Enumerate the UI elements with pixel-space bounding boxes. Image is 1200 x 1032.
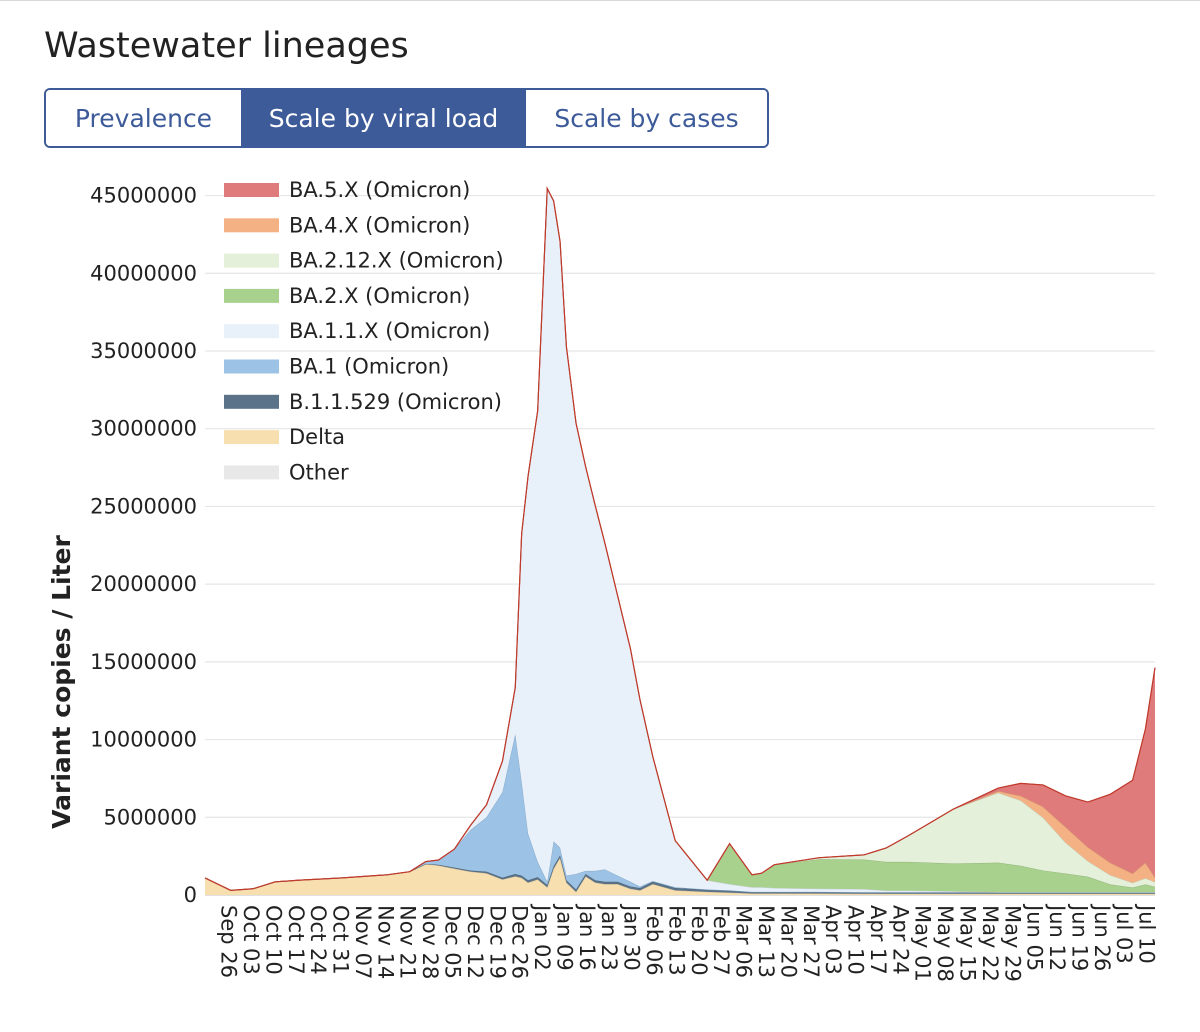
- x-tick-label: Jun 05: [1023, 903, 1047, 971]
- x-tick-label: Dec 19: [485, 905, 509, 979]
- x-tick-label: Jul 10: [1135, 903, 1159, 964]
- x-tick-label: Nov 07: [351, 905, 375, 979]
- x-tick-label: Jan 02: [530, 903, 554, 971]
- x-tick-label: Apr 24: [888, 905, 912, 975]
- y-tick-label: 15000000: [90, 650, 197, 674]
- x-tick-label: Oct 17: [284, 905, 308, 975]
- x-tick-label: Jan 09: [552, 903, 576, 971]
- x-tick-label: Sep 26: [217, 905, 241, 978]
- y-tick-label: 45000000: [90, 184, 197, 208]
- legend-label-ba-4-x-omicron: BA.4.X (Omicron): [289, 213, 470, 237]
- tab-scale-by-cases[interactable]: Scale by cases: [524, 90, 767, 146]
- x-tick-label: Apr 03: [821, 905, 845, 975]
- x-tick-label: Nov 21: [396, 905, 420, 979]
- x-tick-label: Dec 05: [441, 905, 465, 979]
- x-tick-label: Nov 14: [373, 905, 397, 979]
- total-outline: [204, 186, 1156, 891]
- x-tick-label: Feb 20: [687, 905, 711, 976]
- x-tick-label: Nov 28: [418, 905, 442, 979]
- legend-swatch-delta: [224, 430, 279, 445]
- legend-label-b-1-1-529-omicron: B.1.1.529 (Omicron): [289, 390, 502, 414]
- x-tick-label: Dec 26: [508, 905, 532, 979]
- x-tick-label: Mar 20: [776, 905, 800, 978]
- x-tick-label: May 29: [1000, 905, 1024, 982]
- x-tick-label: Apr 17: [866, 905, 890, 975]
- legend-label-ba-5-x-omicron: BA.5.X (Omicron): [289, 178, 470, 202]
- y-tick-label: 20000000: [90, 572, 197, 596]
- x-tick-label: Mar 13: [754, 905, 778, 978]
- legend-label-other: Other: [289, 460, 349, 484]
- x-tick-label: Oct 10: [261, 905, 285, 975]
- x-tick-label: Feb 06: [642, 905, 666, 976]
- x-tick-label: Oct 03: [239, 905, 263, 975]
- y-tick-label: 10000000: [90, 728, 197, 752]
- legend-swatch-ba-1-omicron: [224, 359, 279, 374]
- x-tick-label: Oct 24: [306, 905, 330, 975]
- x-tick-label: May 22: [978, 905, 1002, 982]
- tab-prevalence[interactable]: Prevalence: [46, 90, 241, 146]
- x-tick-label: Feb 13: [664, 905, 688, 976]
- top-divider: [0, 0, 1200, 1]
- series-area-ba-5-x-omicron: [205, 188, 1155, 891]
- x-tick-label: Jul 03: [1112, 903, 1136, 964]
- x-tick-label: Apr 10: [844, 905, 868, 975]
- legend-label-ba-2-12-x-omicron: BA.2.12.X (Omicron): [289, 249, 504, 273]
- legend-swatch-ba-2-x-omicron: [224, 288, 279, 303]
- x-tick-label: Jan 30: [620, 903, 644, 971]
- grid-lines: [205, 194, 1155, 896]
- y-axis-title: Variant copies / Liter: [47, 535, 76, 829]
- y-tick-label: 35000000: [90, 339, 197, 363]
- y-tick-label: 30000000: [90, 417, 197, 441]
- legend-swatch-other: [224, 465, 279, 480]
- x-tick-label: May 15: [955, 905, 979, 982]
- legend-swatch-b-1-1-529-omicron: [224, 394, 279, 409]
- x-tick-label: Jun 12: [1045, 903, 1069, 971]
- legend-swatch-ba-1-1-x-omicron: [224, 324, 279, 339]
- x-tick-label: May 01: [911, 905, 935, 982]
- legend-swatch-ba-4-x-omicron: [224, 218, 279, 233]
- legend: BA.5.X (Omicron) BA.4.X (Omicron) BA.2.12.…: [224, 178, 504, 484]
- x-tick-label: Mar 27: [799, 905, 823, 978]
- x-tick-label: Mar 06: [732, 905, 756, 978]
- y-axis: 0 5000000 10000000 15000000 20000000 25000000…: [90, 184, 197, 907]
- x-tick-label: Dec 12: [463, 905, 487, 979]
- y-tick-label: 0: [184, 883, 197, 907]
- x-tick-label: Jan 23: [597, 903, 621, 971]
- y-tick-label: 5000000: [103, 805, 197, 829]
- x-tick-label: Jan 16: [575, 903, 599, 971]
- view-mode-toggle: Prevalence Scale by viral load Scale by …: [44, 88, 769, 148]
- y-tick-label: 40000000: [90, 261, 197, 285]
- series-area-delta: [205, 857, 1155, 895]
- stacked-area-chart: 0 5000000 10000000 15000000 20000000 25000000…: [47, 178, 1159, 982]
- y-tick-label: 25000000: [90, 494, 197, 518]
- tab-scale-by-viral-load[interactable]: Scale by viral load: [241, 90, 524, 146]
- x-tick-label: Oct 31: [329, 905, 353, 975]
- total-line: [204, 186, 1156, 891]
- legend-label-ba-2-x-omicron: BA.2.X (Omicron): [289, 284, 470, 308]
- legend-swatch-ba-5-x-omicron: [224, 183, 279, 197]
- x-tick-label: May 08: [933, 905, 957, 982]
- x-tick-label: Feb 27: [709, 905, 733, 976]
- page-title: Wastewater lineages: [44, 26, 409, 66]
- legend-label-delta: Delta: [289, 425, 345, 449]
- legend-swatch-ba-2-12-x-omicron: [224, 253, 279, 268]
- legend-label-ba-1-1-x-omicron: BA.1.1.X (Omicron): [289, 319, 490, 343]
- legend-label-ba-1-omicron: BA.1 (Omicron): [289, 355, 449, 379]
- x-tick-label: Jun 19: [1067, 903, 1091, 971]
- x-tick-label: Jun 26: [1090, 903, 1114, 971]
